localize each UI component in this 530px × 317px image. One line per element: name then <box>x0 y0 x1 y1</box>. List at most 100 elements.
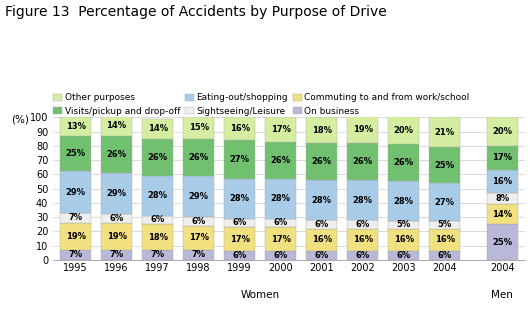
Bar <box>487 146 517 170</box>
Text: 29%: 29% <box>107 189 127 198</box>
Bar <box>224 251 255 260</box>
Text: 17%: 17% <box>271 125 290 134</box>
Text: 13%: 13% <box>66 122 85 131</box>
Text: 17%: 17% <box>229 235 250 244</box>
Bar <box>60 250 91 260</box>
Text: 27%: 27% <box>435 198 455 207</box>
Text: 6%: 6% <box>273 218 288 227</box>
Bar <box>429 229 460 251</box>
Bar <box>429 221 460 229</box>
Bar <box>306 143 337 180</box>
Bar <box>60 223 91 250</box>
Text: 6%: 6% <box>356 251 370 260</box>
Bar <box>265 227 296 251</box>
Bar <box>224 227 255 251</box>
Bar <box>388 181 419 221</box>
Text: 25%: 25% <box>492 238 512 247</box>
Text: 19%: 19% <box>352 125 373 134</box>
Bar <box>388 221 419 229</box>
Bar <box>183 139 214 176</box>
Bar <box>224 140 255 179</box>
Text: 28%: 28% <box>312 196 332 204</box>
Bar <box>388 145 419 181</box>
Text: 5%: 5% <box>438 221 452 230</box>
Bar <box>224 117 255 140</box>
Bar <box>60 136 91 171</box>
Bar <box>60 117 91 136</box>
Text: 6%: 6% <box>233 251 247 260</box>
Text: 6%: 6% <box>191 217 206 226</box>
Text: 27%: 27% <box>229 155 250 164</box>
Bar <box>265 179 296 219</box>
Legend: Other purposes, Visits/pickup and drop-off, Eating-out/shopping, Sightseeing/Lei: Other purposes, Visits/pickup and drop-o… <box>53 93 470 116</box>
Bar <box>347 116 378 143</box>
Text: 25%: 25% <box>435 161 455 170</box>
Text: 14%: 14% <box>107 121 127 130</box>
Bar <box>265 219 296 227</box>
Text: 19%: 19% <box>66 232 85 241</box>
Bar <box>142 119 173 139</box>
Bar <box>224 219 255 227</box>
Bar <box>487 117 517 146</box>
Bar <box>388 229 419 251</box>
Bar <box>347 229 378 251</box>
Text: 14%: 14% <box>492 210 512 219</box>
Text: 18%: 18% <box>312 126 332 135</box>
Text: 6%: 6% <box>151 216 165 224</box>
Text: 6%: 6% <box>273 251 288 260</box>
Bar <box>224 179 255 219</box>
Bar <box>388 251 419 260</box>
Bar <box>429 117 460 147</box>
Bar <box>429 251 460 260</box>
Bar <box>101 116 132 136</box>
Text: 28%: 28% <box>271 194 290 203</box>
Bar <box>429 147 460 183</box>
Text: 26%: 26% <box>189 153 209 162</box>
Text: 7%: 7% <box>68 250 83 259</box>
Text: Figure 13  Percentage of Accidents by Purpose of Drive: Figure 13 Percentage of Accidents by Pur… <box>5 5 387 19</box>
Text: 15%: 15% <box>189 124 209 133</box>
Text: 25%: 25% <box>66 149 86 158</box>
Bar <box>265 141 296 179</box>
Text: 8%: 8% <box>495 194 509 203</box>
Text: 20%: 20% <box>492 127 512 136</box>
Bar <box>347 220 378 229</box>
Text: 29%: 29% <box>66 188 85 197</box>
Bar <box>101 223 132 250</box>
Bar <box>487 170 517 193</box>
Text: 17%: 17% <box>492 153 512 162</box>
Text: 26%: 26% <box>271 156 291 165</box>
Bar <box>183 176 214 217</box>
Y-axis label: (%): (%) <box>11 114 29 125</box>
Text: 16%: 16% <box>352 236 373 244</box>
Text: 14%: 14% <box>147 124 167 133</box>
Text: 28%: 28% <box>352 196 373 204</box>
Bar <box>487 204 517 224</box>
Bar <box>101 250 132 260</box>
Bar <box>306 220 337 229</box>
Text: 5%: 5% <box>396 221 411 230</box>
Text: 7%: 7% <box>110 250 123 259</box>
Text: 20%: 20% <box>394 126 414 135</box>
Text: 16%: 16% <box>492 177 512 186</box>
Text: 18%: 18% <box>147 233 167 242</box>
Text: 26%: 26% <box>147 153 167 162</box>
Text: 6%: 6% <box>438 251 452 260</box>
Bar <box>306 229 337 251</box>
Text: 26%: 26% <box>107 150 127 159</box>
Bar <box>487 193 517 204</box>
Text: 6%: 6% <box>314 251 329 260</box>
Text: Women: Women <box>241 290 280 301</box>
Text: 26%: 26% <box>312 157 332 166</box>
Bar <box>101 136 132 173</box>
Text: 21%: 21% <box>435 128 455 137</box>
Text: 16%: 16% <box>394 236 414 244</box>
Bar <box>265 251 296 260</box>
Text: 6%: 6% <box>110 214 123 223</box>
Text: 17%: 17% <box>189 233 209 242</box>
Text: 16%: 16% <box>229 124 250 133</box>
Bar <box>183 117 214 139</box>
Bar <box>142 176 173 216</box>
Bar <box>60 171 91 213</box>
Text: 6%: 6% <box>233 218 247 227</box>
